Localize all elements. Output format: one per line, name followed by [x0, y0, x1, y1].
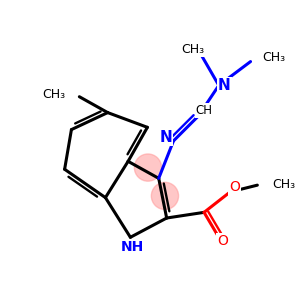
- Text: CH₃: CH₃: [43, 88, 66, 101]
- Text: NH: NH: [121, 241, 144, 254]
- Text: N: N: [159, 130, 172, 145]
- Circle shape: [151, 182, 178, 209]
- Text: N: N: [218, 78, 231, 93]
- Text: CH₃: CH₃: [181, 43, 204, 56]
- Text: CH₃: CH₃: [262, 50, 285, 64]
- Circle shape: [134, 154, 162, 181]
- Text: CH₃: CH₃: [272, 178, 295, 190]
- Text: O: O: [217, 234, 228, 248]
- Text: O: O: [229, 180, 240, 194]
- Text: CH: CH: [196, 104, 213, 117]
